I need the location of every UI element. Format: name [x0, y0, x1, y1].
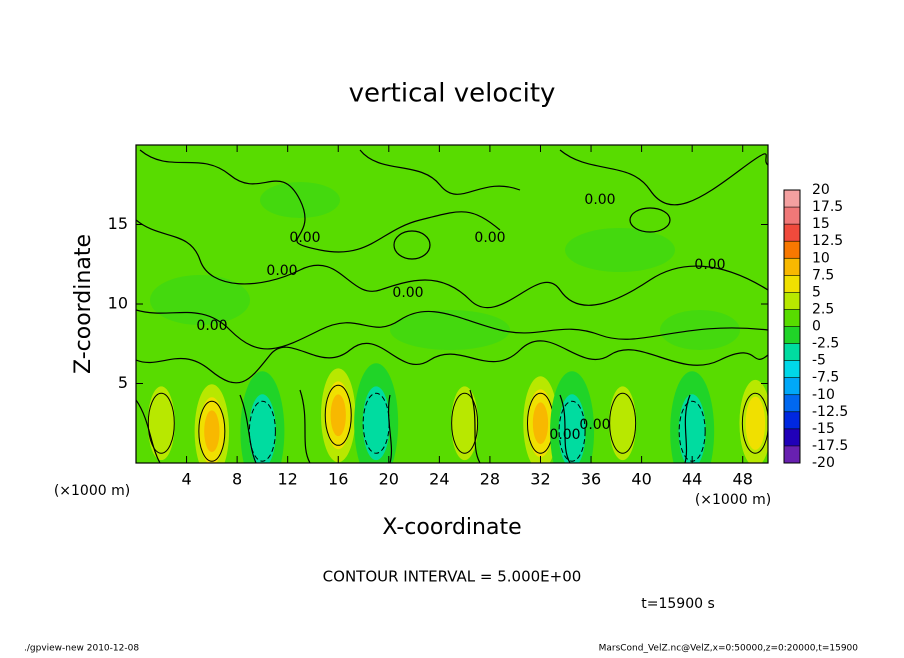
blob-contour [741, 392, 768, 454]
blob-contour [248, 400, 276, 462]
colorbar-label: -12.5 [812, 404, 848, 420]
colorbar-label: -5 [812, 353, 826, 369]
colorbar-label: -7.5 [812, 370, 839, 386]
colorbar-band [784, 326, 800, 344]
colorbar-band [784, 377, 800, 395]
blob [316, 355, 361, 463]
footer-right: MarsCond_VelZ.nc@VelZ,x=0:50000,z=0:2000… [599, 644, 859, 654]
x-tick-label: 40 [631, 470, 651, 489]
time-label: t=15900 s [641, 596, 715, 612]
colorbar-band [784, 445, 800, 463]
contour-label: 0.00 [266, 263, 297, 279]
contour-label: 0.00 [584, 192, 615, 208]
x-tick-label: 28 [480, 470, 500, 489]
footer-left: ./gpview-new 2010-12-08 [24, 644, 139, 654]
colorbar-label: 15 [812, 216, 830, 232]
x-unit: (×1000 m) [695, 492, 771, 508]
y-tick-label: 10 [108, 294, 128, 313]
colorbar-band [784, 207, 800, 225]
colorbar-band [784, 241, 800, 259]
blob [240, 371, 285, 463]
contour-label: 0.00 [196, 318, 227, 334]
contour-interval: CONTOUR INTERVAL = 5.000E+00 [323, 568, 582, 586]
x-tick-label: 12 [278, 470, 298, 489]
blob-band [532, 402, 549, 445]
blob-band [362, 386, 390, 461]
blob-band [204, 410, 220, 453]
colorbar-band [784, 360, 800, 378]
colorbar-band [784, 411, 800, 429]
blob-band [147, 386, 175, 461]
x-tick-label: 32 [530, 470, 550, 489]
blob [189, 371, 234, 463]
colorbar-label: -2.5 [812, 336, 839, 352]
colorbar-label: -17.5 [812, 438, 848, 454]
blob [733, 363, 768, 463]
colorbar-band [784, 275, 800, 293]
chart-title: vertical velocity [349, 79, 556, 109]
colorbar-band [784, 428, 800, 446]
colorbar-band [784, 258, 800, 276]
colorbar-label: -15 [812, 421, 835, 437]
x-tick-label: 16 [328, 470, 348, 489]
colorbar-band [784, 190, 800, 208]
x-axis-label: X-coordinate [382, 515, 521, 540]
x-tick-label: 20 [379, 470, 399, 489]
x-tick-label: 4 [181, 470, 191, 489]
colorbar-label: -10 [812, 387, 835, 403]
colorbar-label: 17.5 [812, 199, 843, 215]
colorbar-label: 2.5 [812, 301, 834, 317]
contour-label: 0.00 [579, 417, 610, 433]
colorbar-label: 10 [812, 250, 830, 266]
colorbar-label: 0 [812, 319, 821, 335]
colorbar-band [784, 224, 800, 242]
colorbar-label: 20 [812, 182, 830, 198]
blob-band [451, 386, 479, 461]
y-tick-label: 15 [108, 214, 128, 233]
contour-label: 0.00 [549, 427, 580, 443]
blob [442, 363, 487, 463]
blob [139, 363, 184, 463]
blob [600, 363, 645, 463]
blob-contour [558, 400, 586, 462]
colorbar-label: -20 [812, 455, 835, 471]
blob [354, 363, 399, 463]
field-texture [565, 228, 675, 272]
contour-label: 0.00 [289, 230, 320, 246]
colorbar-band [784, 394, 800, 412]
x-tick-label: 8 [232, 470, 242, 489]
y-tick-label: 5 [118, 373, 128, 392]
x-tick-label: 48 [733, 470, 753, 489]
blob-contour [147, 392, 175, 454]
blob-band [330, 394, 346, 437]
x-tick-label: 44 [682, 470, 702, 489]
field-texture [390, 310, 510, 350]
blob-band [609, 386, 637, 461]
blob-contour [324, 384, 352, 446]
colorbar-label: 7.5 [812, 267, 834, 283]
blob-contour [609, 392, 637, 454]
contour-lines [136, 149, 768, 463]
contour-label: 0.00 [392, 285, 423, 301]
colorbar-label: 5 [812, 284, 821, 300]
colorbar-band [784, 292, 800, 310]
blob [518, 363, 563, 463]
blob-contour [451, 392, 479, 454]
colorbar-band [784, 309, 800, 327]
colorbar-band [784, 343, 800, 361]
x-tick-label: 24 [429, 470, 449, 489]
x-tick-label: 36 [581, 470, 601, 489]
y-unit: (×1000 m) [54, 483, 130, 499]
plot-area [136, 145, 768, 463]
colorbar-label: 12.5 [812, 233, 843, 249]
blob-band [248, 394, 276, 463]
blob-contour [198, 400, 226, 462]
blob-band [745, 396, 766, 450]
y-axis-label: Z-coordinate [71, 234, 96, 374]
contour-label: 0.00 [474, 230, 505, 246]
contour-label: 0.00 [694, 257, 725, 273]
